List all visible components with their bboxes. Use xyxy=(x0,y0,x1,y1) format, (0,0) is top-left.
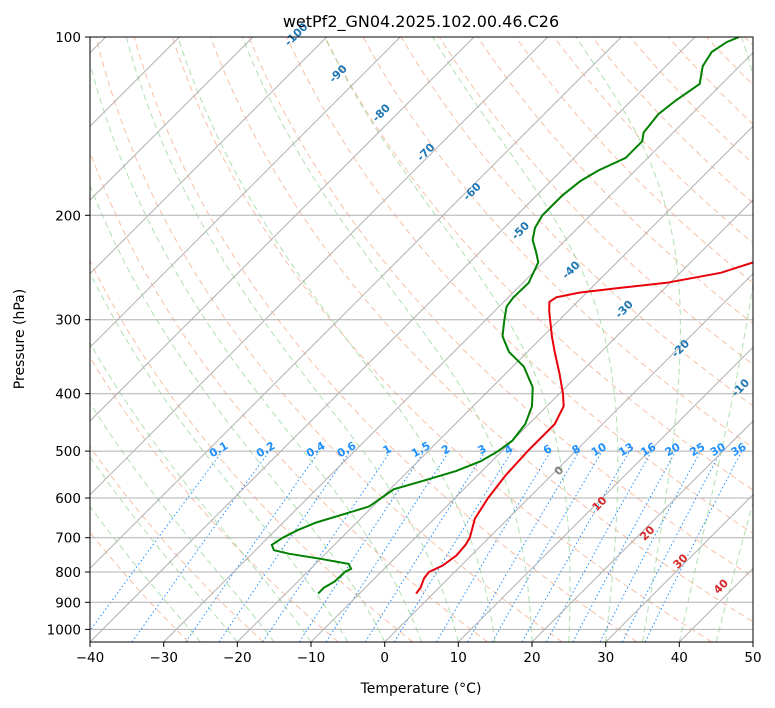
isotherm xyxy=(90,37,254,201)
x-tick-label: −30 xyxy=(149,650,178,666)
mixing-ratio-line xyxy=(644,450,743,642)
isotherm xyxy=(90,37,622,570)
x-axis-title: Temperature (°C) xyxy=(360,681,482,697)
y-tick-label: 100 xyxy=(55,30,81,46)
x-tick-label: −20 xyxy=(223,650,252,666)
x-tick-label: 0 xyxy=(380,650,389,666)
x-tick-label: 20 xyxy=(523,650,540,666)
chart-title: wetPf2_GN04.2025.102.00.46.C26 xyxy=(283,12,559,32)
x-tick-label: 30 xyxy=(597,650,614,666)
moist-adiabat xyxy=(90,402,275,642)
y-tick-label: 500 xyxy=(55,444,81,460)
x-tick-label: 10 xyxy=(450,650,467,666)
mixing-ratio-line xyxy=(298,450,425,642)
dry-adiabat xyxy=(95,37,563,642)
y-tick-label: 200 xyxy=(55,208,81,224)
dry-adiabat xyxy=(210,37,753,623)
moist-adiabat xyxy=(125,37,459,642)
moist-adiabat xyxy=(678,37,753,642)
moist-adiabat xyxy=(177,37,496,642)
y-tick-label: 400 xyxy=(55,387,81,403)
x-tick-label: −40 xyxy=(76,650,105,666)
x-tick-label: 40 xyxy=(671,650,688,666)
dry-adiabat xyxy=(248,37,753,578)
mixing-ratio-line xyxy=(185,450,320,642)
mixing-ratio-line xyxy=(218,450,351,642)
isotherm xyxy=(90,37,401,349)
moist-adiabat xyxy=(715,500,753,642)
isotherm xyxy=(90,37,549,496)
y-tick-label: 900 xyxy=(55,595,81,611)
dry-adiabat xyxy=(90,445,264,642)
moist-adiabat xyxy=(432,37,619,642)
isotherm xyxy=(310,199,753,642)
plot-frame xyxy=(89,36,754,643)
dry-adiabat xyxy=(133,37,638,642)
y-tick-label: 700 xyxy=(55,531,81,547)
isotherm xyxy=(90,37,696,642)
mixing-ratio-line xyxy=(90,450,223,632)
isotherm xyxy=(90,37,328,275)
moist-adiabat xyxy=(90,184,386,642)
y-tick-label: 1000 xyxy=(47,622,81,638)
dry-adiabat xyxy=(629,37,753,165)
y-tick-label: 600 xyxy=(55,491,81,507)
dry-adiabat xyxy=(400,37,753,407)
isotherm xyxy=(457,346,753,642)
moist-adiabat xyxy=(90,60,422,642)
axes: −40 −30 −20 −10 0 10 20 30 40 50 100 200 300 400 500 60… xyxy=(47,30,762,666)
y-tick-label: 300 xyxy=(55,313,81,329)
dry-adiabat xyxy=(591,37,753,204)
temperature-line xyxy=(415,261,753,595)
x-tick-label: −10 xyxy=(297,650,326,666)
dry-adiabat xyxy=(90,259,414,642)
dry-adiabat xyxy=(477,37,753,325)
grid-lines xyxy=(90,37,753,642)
mixing-ratio-line xyxy=(325,450,450,642)
dry-adiabat xyxy=(324,37,753,491)
moist-adiabat xyxy=(324,37,571,642)
moist-adiabat xyxy=(575,37,681,642)
isotherm xyxy=(384,272,753,642)
isotherm xyxy=(90,37,475,422)
dewpoint-line xyxy=(270,37,740,595)
mixing-ratio-line xyxy=(572,450,677,642)
dry-adiabat xyxy=(515,37,753,284)
mixing-ratio-line xyxy=(393,450,513,642)
moist-adiabat xyxy=(241,37,533,642)
mixing-ratio-line xyxy=(521,450,630,642)
sounding-lines xyxy=(270,37,753,595)
y-tick-label: 800 xyxy=(55,565,81,581)
y-axis-title: Pressure (hPa) xyxy=(12,289,28,389)
isotherm xyxy=(531,420,753,642)
moist-adiabat xyxy=(90,456,238,642)
isotherm xyxy=(236,125,753,642)
isotherm xyxy=(605,493,753,642)
x-tick-label: 50 xyxy=(744,650,761,666)
isotherm xyxy=(163,51,753,642)
mixing-ratio-line xyxy=(262,450,392,642)
mixing-ratio-line xyxy=(131,450,270,642)
mixing-ratio-line xyxy=(545,450,653,642)
